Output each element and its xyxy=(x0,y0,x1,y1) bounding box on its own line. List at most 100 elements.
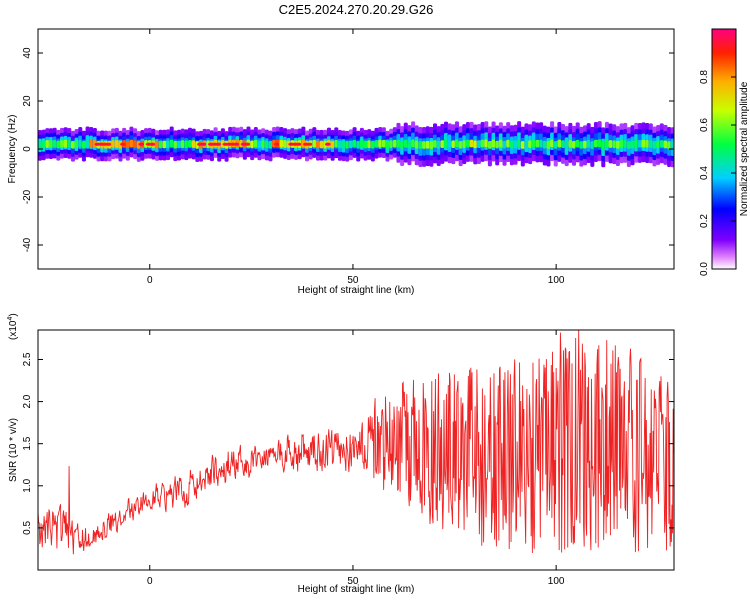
spectrogram-cell xyxy=(612,140,617,149)
spectrogram-cell xyxy=(619,140,624,148)
spectrogram-cell xyxy=(429,141,434,149)
spectrogram-cell xyxy=(535,139,540,148)
spectrogram-cell xyxy=(407,140,412,149)
spectrogram-peak-cell xyxy=(200,142,207,146)
spectrogram-cell xyxy=(315,140,321,149)
spectrogram-cell xyxy=(155,140,160,149)
spectrogram-cell xyxy=(480,139,485,148)
snr-panel: 0 50 100 0.5 1.0 1.5 2.0 2.5 Height of straight… xyxy=(7,313,675,595)
spectrogram-cell xyxy=(582,140,588,149)
spectrogram-cell xyxy=(158,140,163,149)
spectrogram-cell xyxy=(392,139,397,148)
spectrogram-axes: 0 50 100 -40 -20 0 20 40 xyxy=(22,29,674,286)
spectrogram-cell xyxy=(250,140,255,149)
spectrogram-cell xyxy=(52,140,57,148)
x-tick-label: 0 xyxy=(147,275,153,286)
spectrogram-cell xyxy=(253,139,258,148)
spectrogram-cell xyxy=(363,140,368,149)
spectrogram-cell xyxy=(553,141,558,149)
spectrogram-cell xyxy=(169,139,174,148)
spectrogram-cell xyxy=(528,140,533,149)
spectrogram-cell xyxy=(400,140,405,149)
spectrogram-cell xyxy=(568,139,573,148)
spectrogram-cell xyxy=(520,141,525,149)
spectrogram-cell xyxy=(381,139,386,148)
spectrogram-cell xyxy=(389,140,394,149)
spectrogram-cell xyxy=(411,139,416,148)
spectrogram-cell xyxy=(590,141,595,149)
spectrogram-cell xyxy=(637,139,642,148)
spectrogram-cell xyxy=(78,139,83,148)
spectrogram-cell xyxy=(367,140,372,149)
colorbar-gradient xyxy=(711,28,737,270)
spectrogram-xlabel: Height of straight line (km) xyxy=(298,285,415,296)
spectrogram-cell xyxy=(539,139,544,148)
spectrogram-cell xyxy=(469,139,474,148)
spectrogram-cell xyxy=(334,139,339,148)
spectrogram-cell xyxy=(162,140,167,149)
snr-xlabel: Height of straight line (km) xyxy=(298,584,415,595)
spectrogram-ridge xyxy=(38,121,674,168)
spectrogram-cell xyxy=(641,139,646,148)
spectrogram-cell xyxy=(348,140,353,149)
spectrogram-cell xyxy=(184,140,189,149)
spectrogram-cell xyxy=(114,140,119,148)
spectrogram-cell xyxy=(261,140,266,148)
spectrogram-cell xyxy=(542,140,547,149)
spectrogram-cell xyxy=(597,139,602,148)
spectrogram-cell xyxy=(608,140,613,148)
spectrogram-cell xyxy=(425,140,430,149)
spectrogram-cell xyxy=(502,140,507,149)
spectrogram-cell xyxy=(85,139,90,148)
spectrogram-cell xyxy=(571,140,577,149)
x-tick-label: 100 xyxy=(548,275,565,286)
spectrogram-peak-cell xyxy=(324,142,331,146)
snr-axes: 0 50 100 0.5 1.0 1.5 2.0 2.5 xyxy=(22,330,674,587)
x-tick-label: 0 xyxy=(147,576,153,587)
spectrogram-cell xyxy=(111,140,116,148)
colorbar-label: Normalized spectral amplitude xyxy=(739,81,750,216)
spectrogram-cell xyxy=(659,140,664,148)
spectrogram-cell xyxy=(312,139,317,148)
snr-multiplier: (x104) xyxy=(7,313,19,340)
spectrogram-cell xyxy=(414,140,419,149)
spectrogram-cell xyxy=(356,140,361,149)
spectrogram-cell xyxy=(443,139,449,148)
spectrogram-cell xyxy=(509,140,514,149)
spectrogram-cell xyxy=(575,139,580,148)
spectrogram-cell xyxy=(173,140,178,149)
spectrogram-cell xyxy=(593,139,599,148)
spectrogram-cell xyxy=(546,141,551,149)
spectrogram-cell xyxy=(38,140,43,149)
spectrogram-cell xyxy=(447,140,452,148)
colorbar: 0.0 0.2 0.4 0.6 0.8 Normalized spectral ampl… xyxy=(699,28,750,276)
spectrogram-cell xyxy=(667,141,672,149)
spectrogram-cell xyxy=(465,139,470,148)
spectrogram-ylabel: Frequency (Hz) xyxy=(7,115,18,184)
spectrogram-cell xyxy=(487,141,492,149)
spectrogram-peak-cell xyxy=(138,142,145,146)
spectrogram-cell xyxy=(615,140,620,149)
spectrogram-cell xyxy=(579,141,584,149)
colorbar-tick-label: 0.0 xyxy=(699,262,710,276)
spectrogram-peak-cell xyxy=(233,142,240,146)
spectrogram-cell xyxy=(557,139,562,148)
spectrogram-cell xyxy=(319,140,324,149)
spectrogram-cell xyxy=(495,140,500,149)
spectrogram-cell xyxy=(645,139,650,148)
colorbar-tick-label: 0.8 xyxy=(699,70,710,84)
spectrogram-peak-cell xyxy=(120,142,127,146)
spectrogram-cell xyxy=(341,140,346,149)
snr-series-line xyxy=(38,330,674,555)
spectrogram-cell xyxy=(498,139,503,148)
spectrogram-cell xyxy=(433,140,438,148)
spectrogram-cell xyxy=(396,139,401,148)
spectrogram-cell xyxy=(517,139,522,148)
spectrogram-cell xyxy=(454,139,460,148)
spectrogram-cell xyxy=(604,139,609,148)
spectrogram-cell xyxy=(385,140,390,149)
spectrogram-cell xyxy=(586,140,591,148)
spectrogram-cell xyxy=(670,141,674,149)
